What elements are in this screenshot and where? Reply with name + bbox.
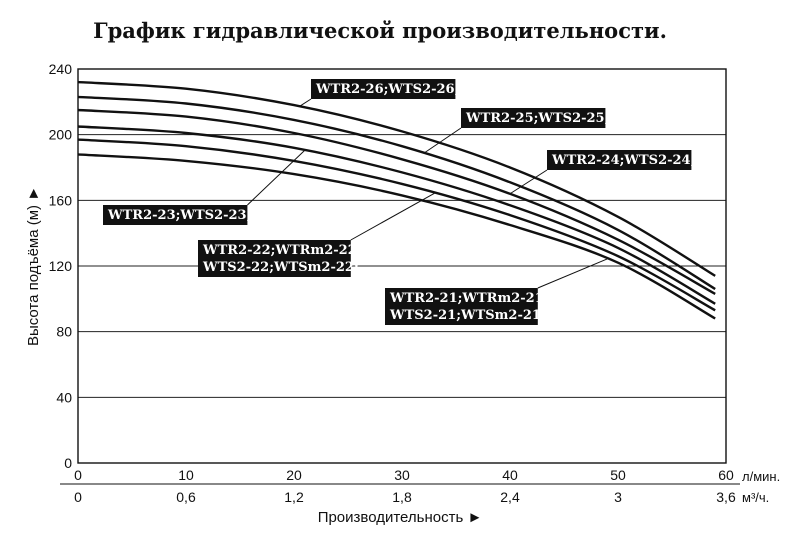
curve-line-4 xyxy=(77,125,716,305)
x-tick-label-primary: 0 xyxy=(74,467,82,483)
curve-label-text: WTR2-24;WTS2-24; xyxy=(551,153,695,168)
y-tick-label: 200 xyxy=(49,127,73,143)
curve-line-3 xyxy=(77,108,716,295)
curve-label-3: WTR2-24;WTS2-24; xyxy=(509,150,695,195)
x-tick-label-primary: 50 xyxy=(610,467,626,483)
x-tick-labels: 0 10 20 30 40 50 60 0 0,6 1,2 1,8 2,4 3 3,6 xyxy=(74,467,736,505)
label-leader-line xyxy=(537,258,608,289)
y-axis-label: Высота подъёма (м) ► xyxy=(25,186,42,346)
curve-label-text: WTR2-25;WTS2-25; xyxy=(465,111,609,126)
label-box xyxy=(385,288,538,325)
x-tick-label-secondary: 2,4 xyxy=(500,489,520,505)
y-tick-label: 0 xyxy=(64,455,72,471)
y-tick-label: 240 xyxy=(49,61,73,77)
label-box xyxy=(461,108,606,128)
curve-label-text: WTR2-23;WTS2-23; xyxy=(107,208,251,223)
x-tick-label-primary: 10 xyxy=(178,467,194,483)
curve-label-2: WTR2-25;WTS2-25; xyxy=(423,108,609,154)
chart-title: График гидравлической производительности… xyxy=(93,18,667,43)
x-tick-label-primary: 30 xyxy=(394,467,410,483)
curve-label-text: WTR2-22;WTRm2-22; xyxy=(202,243,362,258)
label-leader-line xyxy=(299,98,312,107)
curve-label-1: WTR2-26;WTS2-26; xyxy=(299,79,459,107)
curve-line-1 xyxy=(77,80,716,277)
curve-label-text: WTS2-22;WTSm2-22; xyxy=(202,260,359,275)
x-tick-label-secondary: 0,6 xyxy=(176,489,196,505)
x-unit-secondary: м³/ч. xyxy=(742,490,769,505)
curve-label-6: WTR2-21;WTRm2-21; WTS2-21;WTSm2-21; xyxy=(385,258,608,325)
label-box xyxy=(547,150,692,170)
curves xyxy=(77,80,716,320)
x-unit-primary: л/мин. xyxy=(742,469,780,484)
label-leader-line xyxy=(247,149,306,206)
x-tick-label-secondary: 1,2 xyxy=(284,489,304,505)
label-box xyxy=(311,79,456,99)
x-tick-label-primary: 40 xyxy=(502,467,518,483)
label-leader-line xyxy=(423,127,462,154)
label-box xyxy=(198,240,351,277)
y-tick-label: 40 xyxy=(56,389,72,405)
x-tick-label-secondary: 3,6 xyxy=(716,489,736,505)
curve-label-5: WTR2-22;WTRm2-22; WTS2-22;WTSm2-22; xyxy=(198,192,435,277)
y-tick-labels: 0 40 80 120 160 200 240 xyxy=(49,61,73,471)
x-tick-label-secondary: 1,8 xyxy=(392,489,412,505)
curve-label-4: WTR2-23;WTS2-23; xyxy=(103,149,306,225)
grid-lines xyxy=(78,68,726,464)
label-leader-line xyxy=(350,192,435,241)
x-tick-label-secondary: 0 xyxy=(74,489,82,505)
plot-frame xyxy=(77,68,727,464)
y-tick-label: 80 xyxy=(56,324,72,340)
curve-line-6 xyxy=(77,153,716,320)
curve-label-text: WTR2-26;WTS2-26; xyxy=(315,82,459,97)
x-tick-label-secondary: 3 xyxy=(614,489,622,505)
x-tick-label-primary: 20 xyxy=(286,467,302,483)
x-tick-label-primary: 60 xyxy=(718,467,734,483)
y-tick-label: 160 xyxy=(49,192,73,208)
curve-labels: WTR2-26;WTS2-26; WTR2-25;WTS2-25; WTR2-24;… xyxy=(103,79,695,325)
x-axis-label: Производительность ► xyxy=(318,509,483,526)
curve-label-text: WTS2-21;WTSm2-21; xyxy=(389,308,546,323)
label-leader-line xyxy=(509,169,548,195)
curve-line-5 xyxy=(77,138,716,312)
y-tick-label: 120 xyxy=(49,258,73,274)
curve-line-2 xyxy=(77,95,716,291)
label-box xyxy=(103,205,248,225)
curve-label-text: WTR2-21;WTRm2-21; xyxy=(389,291,549,306)
